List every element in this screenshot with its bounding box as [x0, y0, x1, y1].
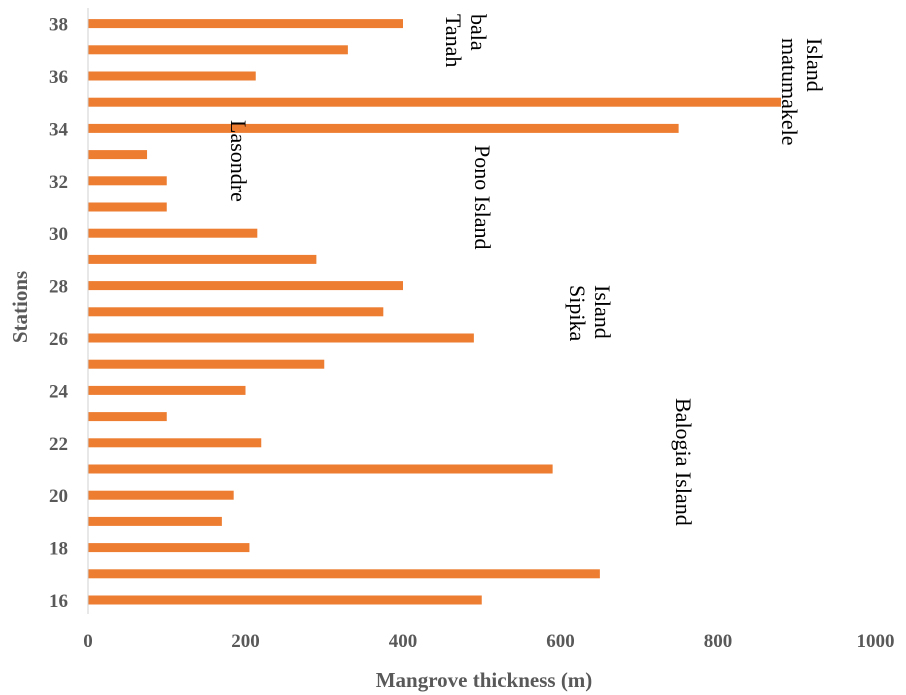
bar-station-23 — [88, 412, 167, 422]
annotation-line: Island — [802, 38, 827, 92]
annotation-label: matumakele Island — [777, 38, 827, 146]
bars-group — [88, 19, 781, 605]
y-tick-label: 22 — [49, 434, 68, 455]
y-tick-label: 18 — [49, 539, 68, 560]
annotation-line: Sipika — [565, 285, 590, 341]
bar-station-31 — [88, 202, 167, 212]
bar-station-27 — [88, 307, 384, 317]
bar-station-16 — [88, 595, 482, 605]
x-tick-label: 400 — [389, 631, 418, 652]
bar-station-25 — [88, 359, 325, 369]
y-tick-label: 16 — [49, 591, 68, 612]
bar-station-34 — [88, 123, 679, 133]
bar-station-17 — [88, 569, 600, 579]
annotation-line: Tanah — [441, 14, 466, 67]
y-tick-label: 26 — [49, 329, 68, 350]
annotation-line: Pono Island — [470, 145, 495, 250]
annotation-label: Tanah bala — [441, 14, 491, 67]
bar-station-26 — [88, 333, 474, 343]
x-tick-label: 200 — [231, 631, 260, 652]
y-tick-label: 28 — [49, 277, 68, 298]
bar-station-20 — [88, 490, 234, 500]
y-axis-title: Stations — [8, 271, 32, 343]
x-tick-label: 0 — [83, 631, 93, 652]
annotation-line: matumakele — [777, 38, 802, 146]
y-tick-label: 24 — [49, 381, 69, 402]
bar-station-35 — [88, 97, 781, 107]
x-axis-title: Mangrove thickness (m) — [376, 668, 593, 692]
bar-station-33 — [88, 150, 148, 160]
bar-station-18 — [88, 543, 250, 553]
annotation-label: Pono Island — [470, 145, 495, 250]
y-tick-labels: 16 18 20 22 24 26 28 30 32 34 36 38 — [49, 15, 69, 612]
bar-station-22 — [88, 438, 262, 448]
bar-station-38 — [88, 19, 403, 29]
annotation-line: Balogia Island — [671, 398, 696, 526]
annotation-label: Balogia Island — [671, 398, 696, 526]
y-tick-label: 30 — [49, 224, 68, 245]
annotation-label: Sipika Island — [565, 285, 615, 341]
y-tick-label: 36 — [49, 67, 68, 88]
bar-station-29 — [88, 254, 317, 264]
annotation-line: Lasondre — [226, 120, 251, 202]
y-tick-label: 20 — [49, 486, 68, 507]
y-tick-label: 34 — [49, 119, 69, 140]
bar-station-36 — [88, 71, 256, 81]
bar-station-32 — [88, 176, 167, 186]
x-tick-label: 1000 — [857, 631, 895, 652]
x-tick-labels: 0 200 400 600 800 1000 — [83, 631, 894, 652]
annotation-label: Lasondre — [226, 120, 251, 202]
bar-station-28 — [88, 281, 403, 291]
bar-station-30 — [88, 228, 258, 238]
bar-station-19 — [88, 516, 222, 526]
bar-station-37 — [88, 45, 348, 55]
y-tick-label: 38 — [49, 15, 68, 36]
bar-station-21 — [88, 464, 553, 474]
y-tick-label: 32 — [49, 172, 68, 193]
bar-station-24 — [88, 385, 246, 395]
annotation-line: Island — [590, 285, 615, 339]
annotation-line: bala — [466, 14, 491, 51]
x-tick-label: 800 — [704, 631, 733, 652]
x-tick-label: 600 — [546, 631, 575, 652]
